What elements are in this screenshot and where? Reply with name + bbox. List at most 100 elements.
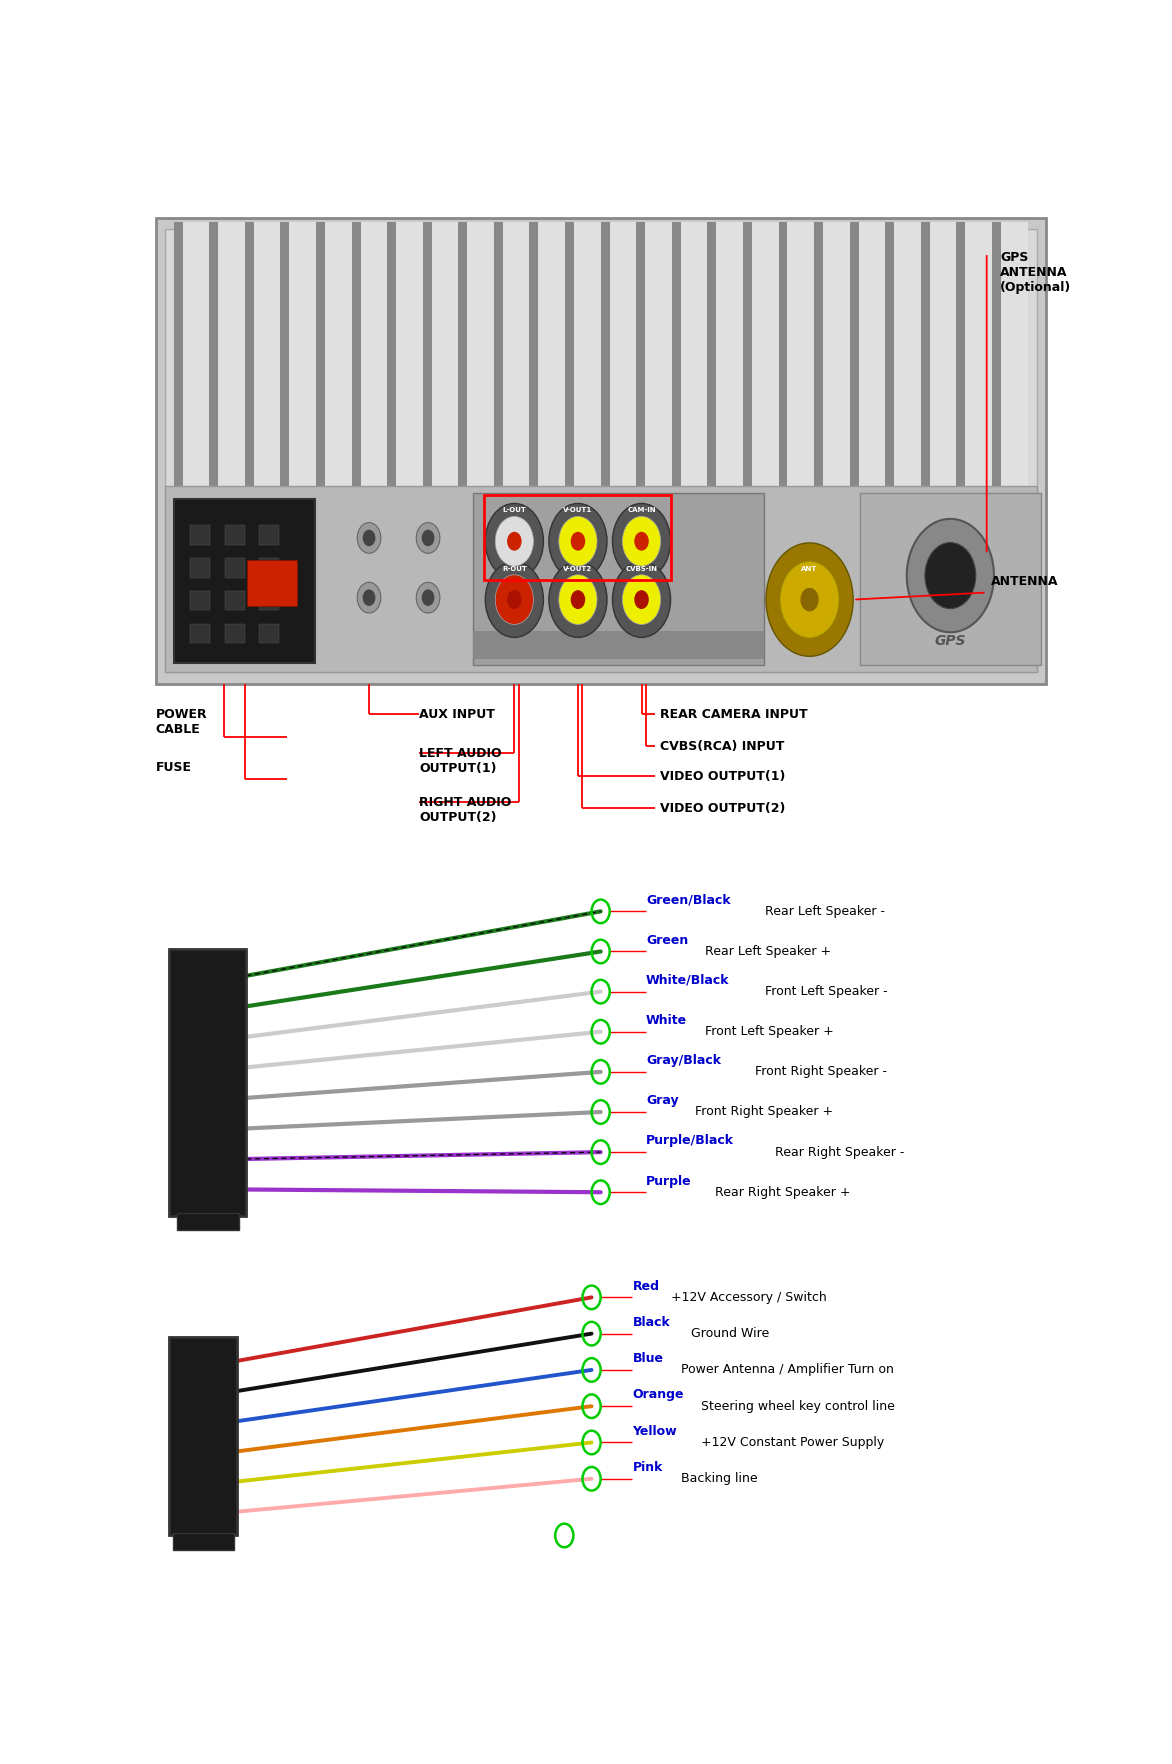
Circle shape [362,589,375,607]
Bar [387,222,396,489]
Text: ANT: ANT [802,566,818,572]
Text: VIDEO OUTPUT(2): VIDEO OUTPUT(2) [660,803,785,815]
Bar [259,623,279,644]
Bar [468,222,493,489]
Bar [752,222,778,489]
Text: Black: Black [633,1316,670,1328]
Text: Power Antenna / Amplifier Turn on: Power Antenna / Amplifier Turn on [681,1364,894,1376]
Bar [259,526,279,545]
Bar [225,623,245,644]
Bar [173,222,183,489]
Bar [225,557,245,577]
Bar [210,222,218,489]
Bar [169,949,246,1215]
Bar [431,222,458,489]
Bar [1001,222,1028,489]
Bar [173,499,314,663]
Circle shape [800,587,818,612]
Text: R-OUT: R-OUT [502,566,526,572]
Bar [247,559,297,605]
Circle shape [507,531,522,550]
Circle shape [496,575,533,624]
Bar [672,222,681,489]
Circle shape [907,519,994,632]
Bar [172,1533,234,1549]
Bar [396,222,423,489]
Text: FUSE: FUSE [156,760,191,774]
Text: VIDEO OUTPUT(1): VIDEO OUTPUT(1) [660,771,785,783]
Bar [574,222,600,489]
Text: Orange: Orange [633,1388,684,1401]
Text: Front Right Speaker -: Front Right Speaker - [755,1065,887,1078]
Text: GPS
ANTENNA
(Optional): GPS ANTENNA (Optional) [1000,250,1071,293]
Circle shape [496,517,533,566]
Bar [423,222,431,489]
Circle shape [362,529,375,547]
Bar [956,222,966,489]
Circle shape [357,522,381,554]
Text: Backing line: Backing line [681,1473,758,1485]
Bar [225,591,245,610]
Text: CVBS(RCA) INPUT: CVBS(RCA) INPUT [660,739,784,753]
Text: Yellow: Yellow [633,1425,677,1438]
Bar [190,526,210,545]
Bar [815,222,823,489]
Text: +12V Accessory / Switch: +12V Accessory / Switch [672,1291,827,1304]
Text: Blue: Blue [633,1353,663,1365]
Text: V-OUT2: V-OUT2 [564,566,593,572]
Bar [823,222,850,489]
Bar [169,1337,237,1535]
Bar [484,496,672,580]
Bar [743,222,752,489]
Circle shape [634,591,649,609]
Bar [218,222,245,489]
Bar [190,557,210,577]
Bar [503,222,530,489]
Circle shape [634,531,649,550]
Bar [609,222,636,489]
Circle shape [357,582,381,614]
Bar [225,526,245,545]
Text: L-OUT: L-OUT [503,508,526,513]
Bar [190,623,210,644]
Bar [992,222,1001,489]
Bar [778,222,788,489]
Text: +12V Constant Power Supply: +12V Constant Power Supply [702,1436,885,1448]
Bar [259,591,279,610]
Text: Gray/Black: Gray/Black [646,1055,721,1067]
Bar [156,217,1045,684]
Bar [164,229,1037,672]
Bar [859,222,885,489]
Bar [259,557,279,577]
Circle shape [422,589,435,607]
Text: REAR CAMERA INPUT: REAR CAMERA INPUT [660,707,808,721]
Circle shape [571,591,585,609]
Circle shape [766,543,853,656]
Bar [921,222,929,489]
Text: Front Right Speaker +: Front Right Speaker + [695,1106,833,1118]
Circle shape [559,575,597,624]
Text: White/Black: White/Black [646,974,729,986]
Bar [636,222,645,489]
Bar [716,222,743,489]
Bar [183,222,210,489]
Bar [352,222,361,489]
Bar [538,222,565,489]
Bar [966,222,992,489]
Circle shape [622,517,661,566]
Circle shape [416,582,440,614]
Text: Front Left Speaker +: Front Left Speaker + [706,1025,833,1039]
Text: Purple/Black: Purple/Black [646,1134,734,1147]
Bar [473,494,764,665]
Bar [681,222,708,489]
Bar [190,591,210,610]
Bar [859,494,1041,665]
Bar [788,222,815,489]
Text: CAM-IN: CAM-IN [627,508,656,513]
Bar [493,222,503,489]
Bar [325,222,352,489]
Text: Red: Red [633,1279,660,1293]
Bar [473,632,764,660]
Bar [894,222,921,489]
Bar [254,222,280,489]
